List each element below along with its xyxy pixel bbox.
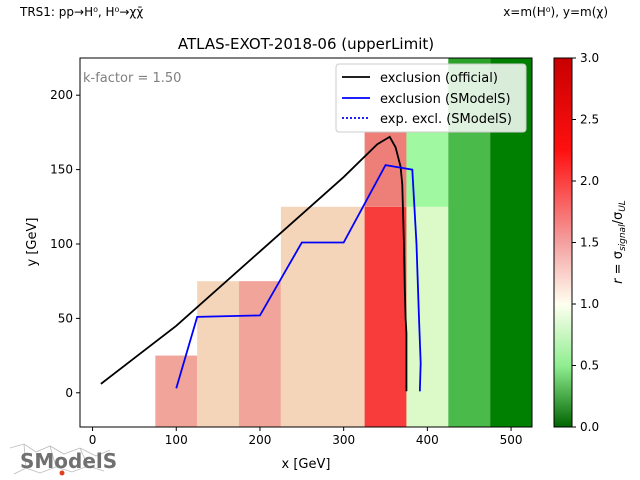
y-tick-label: 0: [65, 386, 73, 400]
colorbar-tick-label: 1.0: [580, 297, 599, 311]
colorbar-tick-label: 1.5: [580, 236, 599, 250]
colorbar-tick-label: 0.5: [580, 359, 599, 373]
colorbar-label: r = σsignal/σUL: [611, 200, 628, 284]
x-tick-label: 200: [249, 433, 272, 447]
heatmap-cell-5: [364, 132, 407, 207]
axis-ticks: 0 100 200 300 400 500 0 50 100 150 200: [50, 88, 522, 447]
series-line-0: [100, 135, 408, 392]
plot-frame: [79, 57, 533, 428]
legend-label-smodels: exclusion (SModelS): [380, 92, 511, 107]
legend-label-official: exclusion (official): [380, 71, 498, 86]
y-axis-label: y [GeV]: [25, 218, 40, 267]
x-tick-label: 400: [416, 433, 439, 447]
smodels-logo: SModelS: [9, 443, 116, 476]
logo-dot-icon: [59, 470, 65, 476]
series-line-1: [175, 164, 422, 392]
colorbar-tick-label: 0.0: [580, 420, 599, 434]
colorbar: 0.0 0.5 1.0 1.5 2.0 2.5 3.0 r = σsignal/σUL: [553, 51, 628, 434]
logo-text: SModelS: [20, 449, 116, 473]
x-tick-label: 0: [89, 433, 97, 447]
legend-box: [335, 63, 527, 133]
heatmap-cell-1: [197, 281, 240, 427]
x-axis-label: x [GeV]: [282, 457, 331, 472]
legend-label-expected: exp. excl. (SModelS): [380, 112, 512, 127]
chart-title: ATLAS-EXOT-2018-06 (upperLimit): [178, 35, 434, 53]
heatmap-cell-0: [155, 355, 198, 427]
heatmap-cell-2: [239, 281, 281, 427]
header-left-note: TRS1: pp→H⁰, H⁰→χχ̄: [20, 5, 144, 19]
y-tick-label: 200: [50, 88, 73, 102]
heatmap-cell-4: [364, 206, 407, 427]
y-tick-label: 50: [58, 311, 73, 325]
k-factor-annotation: k-factor = 1.50: [83, 71, 181, 86]
y-tick-label: 150: [50, 163, 73, 177]
header-right-note: x=m(H⁰), y=m(χ): [503, 5, 608, 19]
x-tick-label: 100: [165, 433, 188, 447]
logo-network-icon: [9, 443, 111, 475]
y-tick-label: 100: [50, 237, 73, 251]
colorbar-ticks: 0.0 0.5 1.0 1.5 2.0 2.5 3.0: [572, 51, 599, 434]
colorbar-tick-label: 2.0: [580, 174, 599, 188]
x-tick-label: 500: [500, 433, 523, 447]
colorbar-gradient: [553, 57, 573, 428]
colorbar-tick-label: 2.5: [580, 113, 599, 127]
legend: exclusion (official) exclusion (SModelS)…: [335, 63, 527, 133]
heatmap-cell-6: [406, 206, 449, 427]
exclusion-lines: [100, 135, 422, 392]
heatmap-cell-3: [280, 206, 365, 427]
x-tick-label: 300: [332, 433, 355, 447]
heatmap-cell-8: [448, 132, 491, 428]
colorbar-tick-label: 3.0: [580, 51, 599, 65]
